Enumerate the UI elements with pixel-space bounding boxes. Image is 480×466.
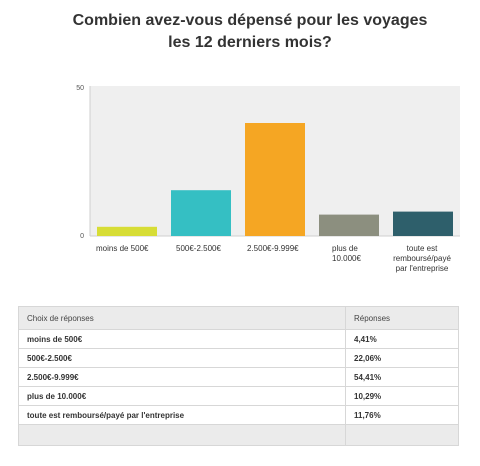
header-responses: Réponses bbox=[345, 306, 459, 330]
bar-1 bbox=[171, 190, 231, 236]
table-row: toute est remboursé/payé par l'entrepris… bbox=[18, 405, 459, 425]
row-choice: plus de 10.000€ bbox=[18, 386, 346, 406]
header-choice: Choix de réponses bbox=[18, 306, 346, 330]
row-percent: 22,06% bbox=[345, 348, 459, 368]
row-percent: 54,41% bbox=[345, 367, 459, 387]
row-percent: 4,41% bbox=[345, 329, 459, 349]
table-footer-row bbox=[18, 424, 459, 446]
table-row: moins de 500€ 4,41% bbox=[18, 329, 459, 349]
y-tick-label-top: 50 bbox=[76, 85, 84, 92]
table-row: 2.500€-9.999€ 54,41% bbox=[18, 367, 459, 387]
y-tick-label-bottom: 0 bbox=[80, 233, 84, 240]
bar-2 bbox=[245, 123, 305, 236]
row-choice: toute est remboursé/payé par l'entrepris… bbox=[18, 405, 346, 425]
footer-cell-right bbox=[345, 424, 459, 446]
row-choice: moins de 500€ bbox=[18, 329, 346, 349]
bar-3 bbox=[319, 214, 379, 236]
bar-0 bbox=[97, 226, 157, 236]
row-percent: 10,29% bbox=[345, 386, 459, 406]
row-percent: 11,76% bbox=[345, 405, 459, 425]
table-row: plus de 10.000€ 10,29% bbox=[18, 386, 459, 406]
table-row: 500€-2.500€ 22,06% bbox=[18, 348, 459, 368]
bar-series bbox=[97, 123, 453, 236]
chart-title: Combien avez-vous dépensé pour les voyag… bbox=[72, 12, 428, 51]
responses-table: Choix de réponses Réponses moins de 500€… bbox=[18, 306, 459, 446]
bar-4 bbox=[393, 211, 453, 236]
table-header-row: Choix de réponses Réponses bbox=[18, 306, 459, 330]
footer-cell-left bbox=[18, 424, 346, 446]
row-choice: 500€-2.500€ bbox=[18, 348, 346, 368]
row-choice: 2.500€-9.999€ bbox=[18, 367, 346, 387]
bar-chart: 50 0 bbox=[76, 85, 460, 240]
